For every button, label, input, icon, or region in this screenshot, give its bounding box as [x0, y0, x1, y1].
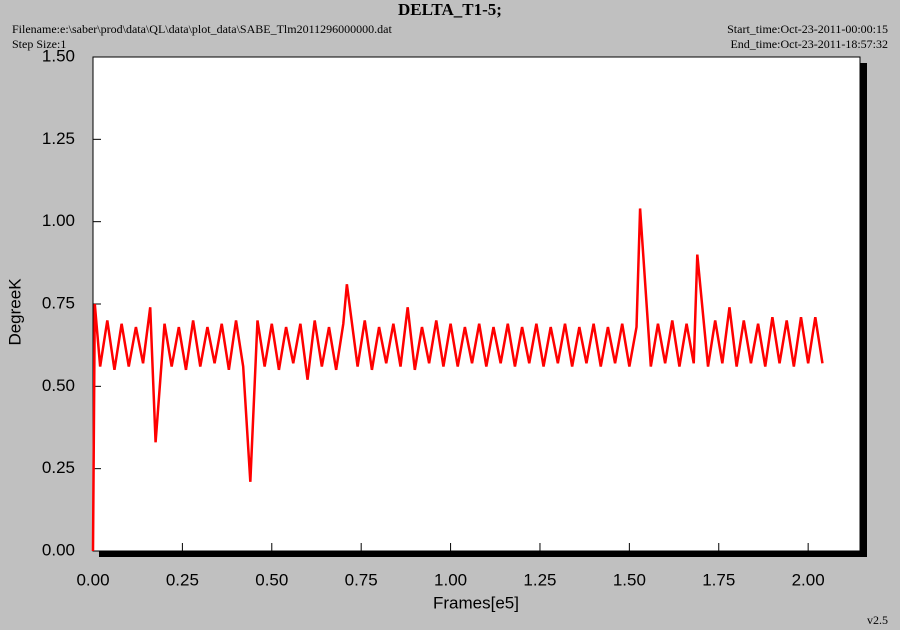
x-tick-label: 1.25	[523, 570, 556, 589]
x-tick-label: 0.75	[345, 570, 378, 589]
x-tick-label: 1.75	[702, 570, 735, 589]
y-tick-label: 1.50	[42, 46, 75, 65]
x-tick-label: 0.25	[166, 570, 199, 589]
x-tick-label: 2.00	[792, 570, 825, 589]
y-tick-label: 0.00	[42, 540, 75, 559]
y-tick-label: 1.00	[42, 211, 75, 230]
start-time: Start_time:Oct-23-2011-00:00:15	[727, 22, 888, 36]
end-time: End_time:Oct-23-2011-18:57:32	[730, 37, 888, 51]
x-tick-label: 0.00	[76, 570, 109, 589]
filename: Filename:e:\saber\prod\data\QL\data\plot…	[12, 22, 392, 36]
step-size: Step Size:1	[12, 37, 66, 51]
y-tick-label: 1.25	[42, 129, 75, 148]
data-line	[91, 208, 824, 552]
plot-area	[92, 56, 861, 552]
x-tick-label: 1.50	[613, 570, 646, 589]
chart-title: DELTA_T1-5;	[398, 0, 502, 19]
y-axis-label: DegreeK	[5, 278, 24, 346]
y-tick-label: 0.75	[42, 293, 75, 312]
x-axis-label: Frames[e5]	[433, 593, 519, 612]
x-tick-label: 1.00	[434, 570, 467, 589]
x-tick-label: 0.50	[255, 570, 288, 589]
version: v2.5	[867, 613, 888, 627]
y-tick-label: 0.25	[42, 458, 75, 477]
y-tick-label: 0.50	[42, 376, 75, 395]
